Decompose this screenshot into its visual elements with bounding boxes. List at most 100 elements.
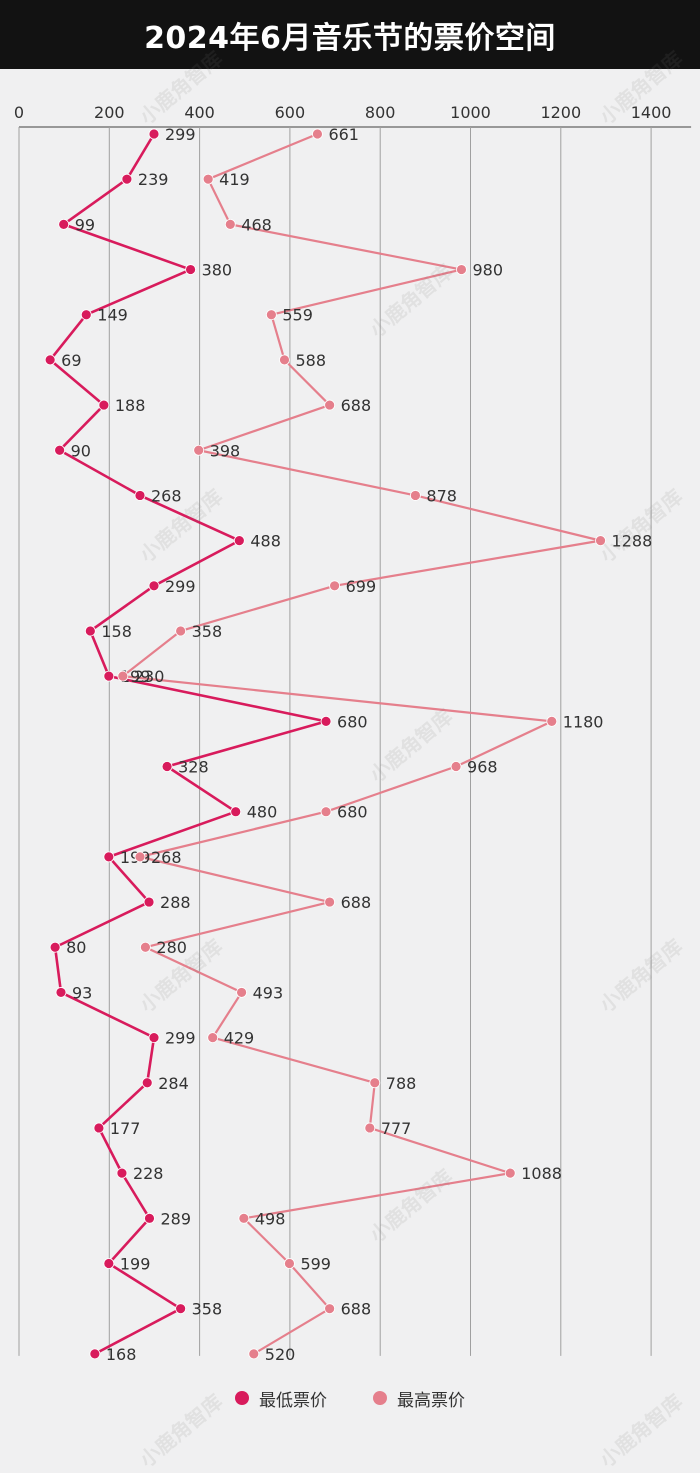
- legend-marker-min: [235, 1391, 249, 1405]
- data-point-min: [116, 1167, 128, 1179]
- data-label-min: 480: [247, 803, 278, 822]
- data-point-min: [103, 851, 115, 863]
- data-label-min: 199: [120, 1255, 151, 1274]
- x-tick-label: 400: [184, 103, 215, 122]
- data-label-max: 1288: [612, 532, 653, 551]
- data-point-min: [93, 1122, 105, 1134]
- data-label-min: 93: [72, 983, 92, 1002]
- data-label-min: 80: [66, 938, 86, 957]
- data-point-max: [224, 218, 236, 230]
- data-point-max: [312, 128, 323, 140]
- data-label-max: 429: [224, 1029, 255, 1048]
- data-point-max: [236, 987, 247, 998]
- data-point-min: [161, 761, 173, 772]
- data-label-max: 268: [151, 848, 182, 867]
- data-point-min: [230, 806, 242, 818]
- data-point-min: [54, 444, 66, 456]
- data-point-min: [134, 490, 146, 501]
- data-point-max: [546, 715, 558, 727]
- data-point-min: [148, 580, 160, 592]
- data-label-max: 599: [300, 1255, 331, 1274]
- data-label-min: 289: [160, 1209, 191, 1228]
- chart-canvas: 0 200 400 600 800 1000 1200 1400 299 239 99 380 149 6…: [14, 103, 692, 1364]
- data-label-min: 239: [138, 170, 169, 189]
- data-label-min: 488: [250, 532, 281, 551]
- data-label-min: 168: [106, 1345, 137, 1364]
- data-label-max: 968: [467, 758, 498, 777]
- data-point-max: [207, 1032, 219, 1043]
- data-point-max: [140, 941, 151, 953]
- data-label-max: 280: [156, 938, 187, 957]
- data-point-max: [504, 1167, 516, 1179]
- x-tick-label: 800: [365, 103, 396, 122]
- legend-label-max: 最高票价: [397, 1390, 465, 1411]
- chart-header: 2024年6月音乐节的票价空间: [0, 0, 700, 69]
- data-label-max: 419: [219, 170, 250, 189]
- x-tick-label: 0: [14, 103, 24, 122]
- data-label-min: 358: [192, 1300, 223, 1319]
- data-point-max: [450, 761, 462, 772]
- data-point-min: [233, 535, 245, 547]
- legend-item-max: 最高票价: [373, 1386, 465, 1411]
- data-label-min: 380: [202, 261, 233, 280]
- data-point-max: [410, 490, 421, 501]
- data-label-min: 680: [337, 712, 368, 731]
- data-label-min: 188: [115, 396, 146, 415]
- data-label-max: 1088: [521, 1164, 562, 1183]
- data-point-min: [143, 896, 155, 908]
- data-label-max: 680: [337, 803, 368, 822]
- legend-label-min: 最低票价: [259, 1390, 327, 1411]
- x-tick-label: 600: [275, 103, 306, 122]
- data-label-max: 520: [265, 1345, 296, 1364]
- series-line-max: [121, 132, 602, 1355]
- legend-item-min: 最低票价: [235, 1386, 327, 1411]
- data-label-min: 158: [101, 622, 132, 641]
- data-label-min: 228: [133, 1164, 164, 1183]
- data-point-min: [80, 309, 92, 321]
- data-label-max: 559: [282, 306, 313, 325]
- data-point-min: [148, 128, 160, 140]
- data-label-min: 199: [120, 667, 151, 686]
- data-point-max: [117, 670, 129, 682]
- data-point-max: [175, 625, 187, 637]
- data-point-min: [148, 1032, 160, 1043]
- data-label-max: 358: [192, 622, 223, 641]
- data-label-min: 177: [110, 1119, 141, 1138]
- data-point-max: [329, 580, 340, 592]
- data-label-max: 878: [426, 486, 457, 505]
- data-point-min: [58, 218, 70, 230]
- data-point-max: [369, 1077, 381, 1089]
- x-tick-label: 200: [94, 103, 125, 122]
- data-label-min: 288: [160, 893, 191, 912]
- data-point-min: [320, 715, 332, 727]
- data-point-max: [324, 1303, 336, 1315]
- data-label-max: 1180: [563, 712, 604, 731]
- legend-marker-max: [373, 1391, 387, 1405]
- data-label-max: 661: [328, 125, 359, 144]
- data-label-max: 468: [241, 215, 272, 234]
- data-label-max: 588: [295, 351, 326, 370]
- series-line-min: [48, 133, 328, 1356]
- data-label-max: 498: [255, 1209, 286, 1228]
- data-point-max: [134, 851, 146, 863]
- data-point-max: [248, 1348, 260, 1360]
- data-point-max: [238, 1212, 250, 1224]
- data-label-max: 688: [341, 1300, 372, 1319]
- data-label-min: 299: [165, 1029, 196, 1048]
- data-point-max: [595, 535, 606, 547]
- data-label-min: 299: [165, 577, 196, 596]
- data-point-min: [175, 1303, 187, 1315]
- data-label-min: 90: [71, 441, 91, 460]
- data-point-min: [144, 1212, 155, 1224]
- data-point-min: [44, 354, 56, 366]
- chart-legend: 最低票价 最高票价: [0, 1382, 700, 1414]
- data-point-min: [89, 1348, 101, 1360]
- chart-title: 2024年6月音乐节的票价空间: [144, 20, 556, 56]
- data-point-min: [49, 941, 61, 953]
- data-label-min: 149: [97, 306, 128, 325]
- data-point-min: [103, 670, 115, 682]
- data-point-min: [84, 625, 96, 637]
- data-label-max: 230: [134, 667, 165, 686]
- data-point-max: [456, 264, 467, 275]
- data-label-max: 788: [386, 1074, 417, 1093]
